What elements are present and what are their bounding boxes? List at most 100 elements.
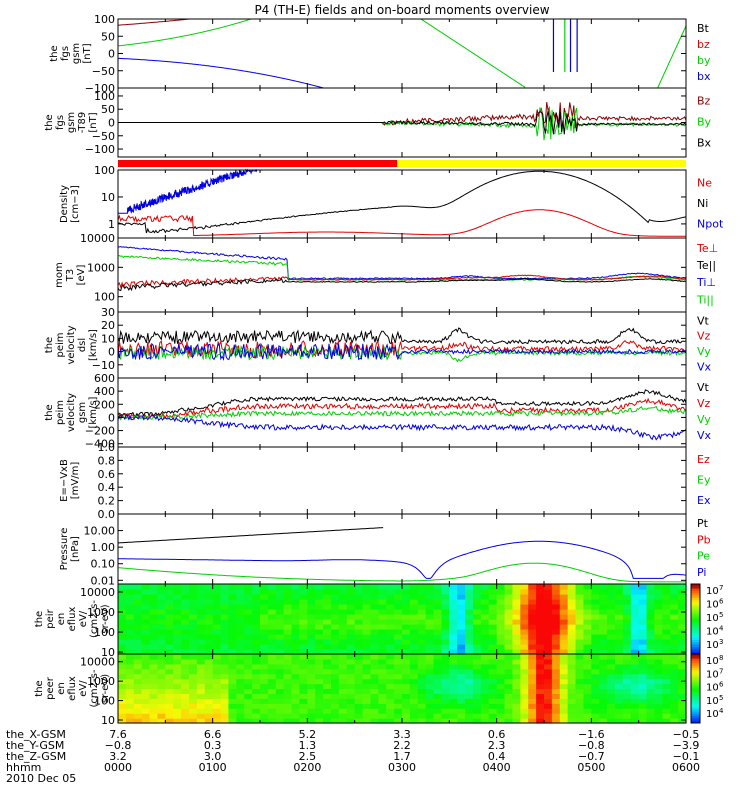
ion_spec-cell [181,609,190,615]
elec_spec-cell [141,668,151,675]
elec_spec-cell [496,703,506,709]
ion_spec-cell [457,639,466,645]
elec_spec-cell [354,673,364,680]
elec_spec-cell [575,683,585,690]
elec_spec-cell [441,654,450,660]
ion_spec-cell [283,634,293,640]
elec_spec-cell [567,688,577,695]
ion_spec-cell [370,594,379,600]
ion_spec-cell [173,629,182,635]
density-ytick-label: 10 [101,191,115,204]
elec_spec-cell [204,698,214,704]
elec_spec-cell [125,678,135,685]
elec_spec-cell [228,713,237,719]
elec_spec-cell [544,678,553,685]
ion_spec-cell [409,624,419,630]
ion_spec-cell [583,604,592,610]
ion_spec-cell [536,614,545,620]
ion_spec-cell [283,594,293,600]
elec_spec-cell [488,688,498,695]
elec_spec-cell [189,668,198,675]
ion_spec-cell [607,604,616,610]
elec_spec-cell [520,678,529,685]
elec_spec-cell [544,703,553,709]
elec_spec-cell [504,654,514,660]
elec_spec-cell [315,658,324,665]
ion_spec-cell [551,629,561,635]
ion_spec-cell [496,604,506,610]
elec_spec-cell [402,718,411,724]
elec_spec-cell [220,693,230,699]
elec_spec-cell [512,693,521,699]
ion_spec-cell [323,649,332,655]
ion_spec-cell [559,609,569,615]
elec_spec-cell [118,688,127,695]
elec_spec-cell [441,668,450,675]
elec_spec-cell [236,683,245,690]
elec_spec-cell [457,703,466,709]
ion_spec-cell [630,644,640,650]
elec_spec-cell [196,654,206,660]
elec_spec-cell [536,654,545,660]
ion_spec-cell [433,599,443,605]
ion_spec-cell [331,604,340,610]
elec_spec-cell [638,698,648,704]
elec_spec-cell [544,683,553,690]
elec_spec-colorbar-step [691,702,700,706]
elec_spec-cell [662,668,671,675]
ion_spec-cell [125,589,135,595]
ion_spec-cell [646,589,656,595]
elec_spec-cell [394,703,403,709]
ti-par-trace [117,255,687,281]
fgs-legend-item: bx [697,70,711,83]
ion_spec-cell [646,624,656,630]
elec_spec-ylabel: en [56,682,67,695]
ion_spec-cell [181,634,190,640]
ion_spec-cell [559,629,569,635]
ion_spec-cell [544,594,553,600]
elec_spec-cell [283,718,293,724]
ion_spec-cell [275,619,285,625]
ion_spec-cell [512,624,521,630]
elec_spec-cell [260,703,269,709]
ion_spec-cell [559,619,569,625]
elec_spec-colorbar-tick: 10 [706,669,719,680]
elec_spec-cell [323,663,332,670]
elec_spec-cell [275,693,285,699]
elec_spec-cell [615,668,624,675]
elec_spec-cell [228,654,237,660]
ion_spec-cell [275,589,285,595]
ion_spec-cell [196,609,206,615]
elec_spec-cell [173,668,182,675]
elec_spec-cell [441,663,450,670]
ve-ytick-label: 10 [101,332,115,345]
elec_spec-cell [607,683,616,690]
elec_spec-cell [228,683,237,690]
elec_spec-cell [654,663,663,670]
elec_spec-cell [473,668,482,675]
elec_spec-cell [220,713,230,719]
elec_spec-cell [141,703,151,709]
ion_spec-cell [512,634,521,640]
ion_spec-cell [267,644,277,650]
ion_spec-cell [370,614,379,620]
elec_spec-cell [220,698,230,704]
elec_spec-cell [189,654,198,660]
ion_spec-cell [678,604,687,610]
elec_spec-cell [220,658,230,665]
elec_spec-cell [465,703,474,709]
ion_spec-cell [181,649,190,655]
ion_spec-colorbar-step [691,586,700,590]
elec_spec-cell [417,678,427,685]
elec_spec-cell [394,708,403,714]
ve-ytick-label: 20 [101,319,115,332]
elec_spec-cell [583,688,592,695]
ion_spec-cell [599,619,608,625]
elec_spec-cell [433,678,443,685]
elec_spec-cell [646,683,656,690]
ion_spec-cell [409,594,419,600]
elec_spec-cell [362,698,372,704]
ion_spec-cell [189,604,198,610]
ion_spec-cell [488,604,498,610]
elec_spec-cell [212,698,222,704]
